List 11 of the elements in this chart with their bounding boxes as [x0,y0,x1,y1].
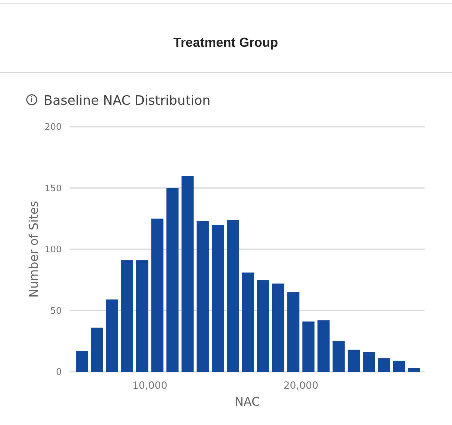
y-axis-title: Number of Sites [27,201,41,298]
y-tick-label: 0 [56,368,62,378]
y-tick-label: 50 [50,306,62,317]
x-tick-label: 10,000 [132,381,168,392]
x-axis-title: NAC [234,395,260,409]
y-tick-label: 200 [44,123,62,134]
y-tick-label: 100 [44,246,62,256]
chart-subtitle: Baseline NAC Distribution [44,94,211,109]
chart-title: Treatment Group [174,35,278,50]
y-tick-label: 150 [44,184,62,194]
x-tick-label: 20,000 [284,381,319,392]
